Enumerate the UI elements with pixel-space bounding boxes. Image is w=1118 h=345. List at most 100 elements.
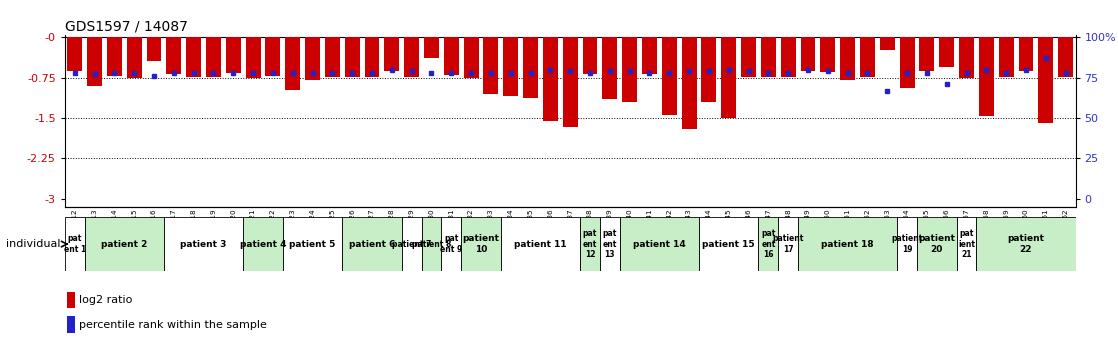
Text: individual: individual — [7, 239, 60, 249]
Text: patient 15: patient 15 — [702, 239, 755, 249]
Bar — [87, 37, 102, 86]
Bar — [662, 37, 676, 115]
Text: patient
19: patient 19 — [891, 234, 922, 254]
Bar — [821, 37, 835, 72]
Bar — [385, 37, 399, 71]
Text: patient
10: patient 10 — [463, 234, 500, 254]
Bar — [167, 37, 181, 74]
Bar — [800, 37, 815, 71]
Bar — [699, 217, 758, 271]
Bar — [741, 37, 756, 77]
Text: patient 7: patient 7 — [392, 239, 432, 249]
Bar — [206, 37, 221, 77]
Text: GDS1597 / 14087: GDS1597 / 14087 — [65, 19, 188, 33]
Text: pat
ent 9: pat ent 9 — [440, 234, 463, 254]
Bar — [959, 37, 974, 78]
Bar — [780, 37, 796, 77]
Bar — [462, 217, 501, 271]
Bar — [126, 37, 142, 78]
Bar — [424, 37, 439, 58]
Bar — [1058, 37, 1073, 77]
Bar — [543, 37, 558, 121]
Text: patient
22: patient 22 — [1007, 234, 1044, 254]
Bar — [483, 37, 499, 94]
Bar — [146, 37, 161, 61]
Text: patient 4: patient 4 — [239, 239, 286, 249]
Bar — [979, 37, 994, 117]
Text: pat
ent
16: pat ent 16 — [761, 229, 776, 259]
Text: percentile rank within the sample: percentile rank within the sample — [79, 320, 267, 329]
Text: patient 5: patient 5 — [290, 239, 335, 249]
Bar — [187, 37, 201, 77]
Bar — [900, 37, 915, 88]
Bar — [342, 217, 401, 271]
Bar — [682, 37, 697, 129]
Bar — [919, 37, 935, 71]
Bar — [246, 37, 260, 78]
Bar — [107, 37, 122, 76]
Bar — [265, 37, 281, 76]
Text: patient 2: patient 2 — [101, 239, 148, 249]
Bar — [444, 37, 458, 76]
Bar — [325, 37, 340, 77]
Bar — [67, 316, 75, 333]
Bar — [582, 37, 597, 74]
Bar — [1018, 37, 1033, 71]
Bar — [761, 37, 776, 77]
Bar — [285, 37, 300, 90]
Bar — [364, 37, 379, 77]
Text: patient 18: patient 18 — [822, 239, 874, 249]
Text: patient 6: patient 6 — [349, 239, 395, 249]
Text: patient 14: patient 14 — [633, 239, 685, 249]
Bar — [244, 217, 283, 271]
Bar — [976, 217, 1076, 271]
Bar — [442, 217, 462, 271]
Bar — [619, 217, 699, 271]
Text: patient 3: patient 3 — [180, 239, 227, 249]
Text: log2 ratio: log2 ratio — [79, 295, 133, 305]
Bar — [603, 37, 617, 99]
Bar — [1039, 37, 1053, 124]
Bar — [164, 217, 244, 271]
Bar — [523, 37, 538, 98]
Bar — [464, 37, 479, 78]
Bar — [421, 217, 442, 271]
Bar — [401, 217, 421, 271]
Bar — [642, 37, 657, 74]
Bar — [721, 37, 736, 118]
Bar — [226, 37, 240, 73]
Bar — [562, 37, 578, 127]
Bar — [85, 217, 164, 271]
Bar — [623, 37, 637, 102]
Text: pat
ent
13: pat ent 13 — [603, 229, 617, 259]
Text: patient
17: patient 17 — [773, 234, 804, 254]
Bar — [580, 217, 600, 271]
Bar — [600, 217, 619, 271]
Bar — [67, 292, 75, 308]
Text: patient 8: patient 8 — [411, 239, 452, 249]
Bar — [405, 37, 419, 77]
Bar — [501, 217, 580, 271]
Bar — [841, 37, 855, 80]
Bar — [939, 37, 954, 67]
Bar — [778, 217, 798, 271]
Text: pat
ent 1: pat ent 1 — [64, 234, 86, 254]
Bar — [701, 37, 717, 102]
Bar — [67, 37, 83, 71]
Text: pat
ent
12: pat ent 12 — [582, 229, 597, 259]
Bar — [897, 217, 917, 271]
Text: patient 11: patient 11 — [514, 239, 567, 249]
Bar — [880, 37, 894, 50]
Bar — [798, 217, 897, 271]
Bar — [957, 217, 976, 271]
Bar — [917, 217, 957, 271]
Bar — [860, 37, 875, 77]
Text: pat
ient
21: pat ient 21 — [958, 229, 975, 259]
Bar — [65, 217, 85, 271]
Bar — [758, 217, 778, 271]
Bar — [283, 217, 342, 271]
Bar — [998, 37, 1014, 77]
Bar — [344, 37, 360, 77]
Bar — [305, 37, 320, 80]
Text: patient
20: patient 20 — [918, 234, 955, 254]
